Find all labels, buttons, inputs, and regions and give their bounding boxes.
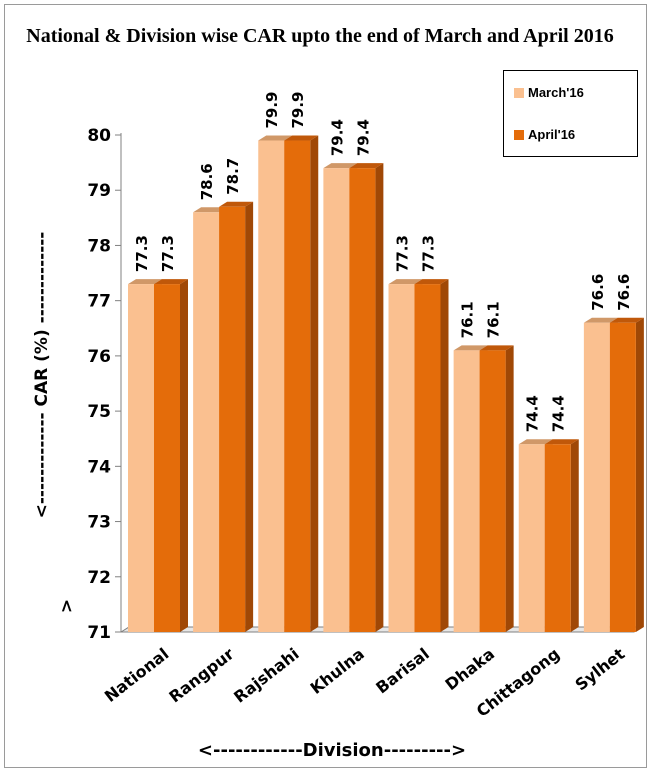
legend-item-april: April'16 bbox=[514, 127, 575, 142]
bar-top bbox=[583, 317, 618, 323]
x-axis-label: <------------Division---------> bbox=[197, 740, 467, 761]
x-tick-label: National bbox=[101, 644, 173, 706]
bar-value-label: 79.4 bbox=[354, 119, 372, 156]
bar-top bbox=[414, 279, 449, 285]
y-tick-label: 74 bbox=[87, 457, 111, 477]
bar-top bbox=[154, 279, 188, 285]
bar-top bbox=[219, 201, 254, 207]
bar-value-label: 77.3 bbox=[394, 235, 412, 272]
legend-swatch-april bbox=[514, 129, 524, 140]
y-tick-label: 79 bbox=[87, 181, 111, 201]
bar bbox=[518, 444, 545, 632]
bar-top bbox=[128, 279, 162, 285]
y-tick-label: 77 bbox=[87, 292, 111, 312]
bar-top bbox=[323, 163, 358, 169]
y-tick-label: 76 bbox=[87, 347, 111, 367]
x-tick-label: Dhaka bbox=[442, 644, 499, 694]
bar-top bbox=[193, 207, 228, 213]
bar bbox=[479, 350, 506, 632]
bar-value-label: 76.6 bbox=[615, 274, 633, 311]
bar bbox=[219, 206, 246, 633]
legend-swatch-march bbox=[514, 87, 524, 98]
bar-value-label: 79.9 bbox=[289, 92, 307, 129]
bar-top bbox=[349, 163, 384, 169]
legend-label-april: April'16 bbox=[528, 127, 576, 142]
bar bbox=[583, 322, 610, 632]
y-tick-label: 72 bbox=[87, 568, 111, 588]
x-tick-label: Rajshahi bbox=[230, 644, 303, 706]
y-tick-label: 78 bbox=[87, 236, 111, 256]
x-tick-label: Barisal bbox=[372, 644, 433, 697]
bar-value-label: 76.6 bbox=[589, 274, 607, 311]
y-tick-label: 80 bbox=[87, 126, 111, 146]
x-tick-label: Rangpur bbox=[165, 644, 237, 706]
bar-top bbox=[479, 345, 514, 351]
bar bbox=[388, 284, 415, 632]
y-tick-label: 73 bbox=[87, 513, 111, 533]
bar bbox=[349, 168, 376, 632]
y-axis-marker: > bbox=[57, 598, 78, 614]
y-axis-label: <------------- CAR (%) ------------- bbox=[32, 231, 52, 519]
legend-item-march: March'16 bbox=[514, 85, 584, 100]
bar-value-label: 79.4 bbox=[328, 119, 346, 156]
bar-value-label: 74.4 bbox=[550, 395, 568, 432]
y-tick-label: 75 bbox=[87, 402, 111, 422]
bar-top bbox=[518, 439, 553, 445]
bar bbox=[284, 140, 311, 632]
y-tick-label: 71 bbox=[87, 623, 111, 643]
chart-title: National & Division wise CAR upto the en… bbox=[26, 25, 614, 47]
bar-side bbox=[180, 279, 188, 632]
bar-top bbox=[544, 439, 579, 445]
bar-value-label: 76.1 bbox=[459, 301, 477, 338]
x-tick-label: Sylhet bbox=[571, 644, 628, 694]
bar-value-label: 74.4 bbox=[524, 395, 542, 432]
bar bbox=[128, 284, 154, 632]
chart-legend: March'16 April'16 bbox=[503, 70, 638, 157]
bar bbox=[414, 284, 441, 632]
bar-value-label: 78.7 bbox=[224, 158, 242, 195]
bar bbox=[609, 322, 636, 632]
bar-side bbox=[570, 439, 579, 632]
bar-value-label: 79.9 bbox=[263, 92, 281, 129]
bar bbox=[544, 444, 571, 632]
bar bbox=[453, 350, 480, 632]
bar-top bbox=[388, 279, 423, 285]
bar-side bbox=[635, 317, 644, 632]
bar bbox=[193, 212, 220, 633]
bar-side bbox=[505, 345, 514, 632]
bar-top bbox=[284, 135, 319, 141]
bar-value-label: 76.1 bbox=[485, 301, 503, 338]
bar bbox=[258, 140, 285, 632]
bar-top bbox=[453, 345, 488, 351]
bar-top bbox=[609, 317, 644, 323]
bar-side bbox=[440, 279, 449, 632]
bar-value-label: 77.3 bbox=[133, 235, 151, 272]
bar-side bbox=[375, 163, 384, 632]
x-tick-label: Khulna bbox=[307, 644, 368, 698]
bar-top bbox=[258, 135, 293, 141]
bar-side bbox=[245, 201, 254, 633]
bar-value-label: 77.3 bbox=[159, 235, 177, 272]
bar-value-label: 77.3 bbox=[420, 235, 438, 272]
legend-label-march: March'16 bbox=[528, 85, 584, 100]
bar bbox=[323, 168, 350, 632]
bar bbox=[154, 284, 180, 632]
bar-value-label: 78.6 bbox=[198, 163, 216, 200]
bar-side bbox=[310, 135, 319, 632]
